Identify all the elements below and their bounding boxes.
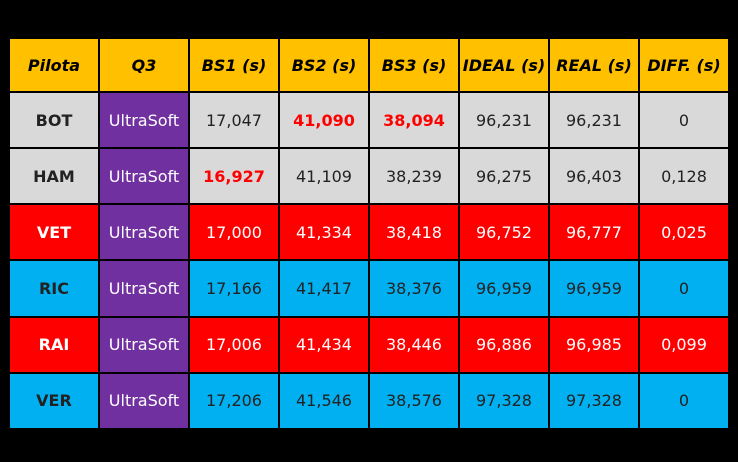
cell-driver: VET <box>10 205 98 260</box>
cell-driver: BOT <box>10 93 98 148</box>
cell-driver: RAI <box>10 317 98 372</box>
cell-bs1: 17,000 <box>190 205 278 260</box>
cell-bs2: 41,546 <box>280 373 368 428</box>
cell-tyre: UltraSoft <box>100 317 188 372</box>
header-pilota: Pilota <box>10 39 98 91</box>
cell-diff: 0 <box>640 373 728 428</box>
table-row: RAI UltraSoft 17,006 41,434 38,446 96,886 96,9… <box>10 317 728 372</box>
cell-diff: 0,128 <box>640 149 728 204</box>
header-row: Pilota Q3 BS1 (s) BS2 (s) BS3 (s) IDEAL … <box>10 39 728 91</box>
cell-tyre: UltraSoft <box>100 149 188 204</box>
qualifying-table: Pilota Q3 BS1 (s) BS2 (s) BS3 (s) IDEAL … <box>8 37 730 430</box>
cell-bs1: 17,166 <box>190 261 278 316</box>
header-q3: Q3 <box>100 39 188 91</box>
header-bs3: BS3 (s) <box>370 39 458 91</box>
header-diff: DIFF. (s) <box>640 39 728 91</box>
cell-driver: HAM <box>10 149 98 204</box>
cell-driver: VER <box>10 373 98 428</box>
cell-bs3: 38,376 <box>370 261 458 316</box>
cell-tyre: UltraSoft <box>100 261 188 316</box>
cell-bs3: 38,239 <box>370 149 458 204</box>
cell-real: 96,777 <box>550 205 638 260</box>
cell-ideal: 96,231 <box>460 93 548 148</box>
cell-ideal: 96,275 <box>460 149 548 204</box>
cell-driver: RIC <box>10 261 98 316</box>
cell-real: 96,985 <box>550 317 638 372</box>
header-bs1: BS1 (s) <box>190 39 278 91</box>
cell-real: 96,231 <box>550 93 638 148</box>
cell-bs3: 38,446 <box>370 317 458 372</box>
cell-bs1: 17,006 <box>190 317 278 372</box>
header-bs2: BS2 (s) <box>280 39 368 91</box>
header-real: REAL (s) <box>550 39 638 91</box>
cell-ideal: 97,328 <box>460 373 548 428</box>
cell-ideal: 96,959 <box>460 261 548 316</box>
cell-real: 97,328 <box>550 373 638 428</box>
cell-bs2: 41,434 <box>280 317 368 372</box>
cell-diff: 0 <box>640 261 728 316</box>
cell-real: 96,959 <box>550 261 638 316</box>
cell-bs1: 17,206 <box>190 373 278 428</box>
cell-bs3: 38,418 <box>370 205 458 260</box>
cell-diff: 0,099 <box>640 317 728 372</box>
cell-diff: 0,025 <box>640 205 728 260</box>
cell-bs2: 41,334 <box>280 205 368 260</box>
table-row: VER UltraSoft 17,206 41,546 38,576 97,328 97,3… <box>10 373 728 428</box>
header-ideal: IDEAL (s) <box>460 39 548 91</box>
table-row: RIC UltraSoft 17,166 41,417 38,376 96,959 96,9… <box>10 261 728 316</box>
cell-tyre: UltraSoft <box>100 373 188 428</box>
cell-ideal: 96,752 <box>460 205 548 260</box>
table-row: HAM UltraSoft 16,927 41,109 38,239 96,275 96,4… <box>10 149 728 204</box>
table-row: BOT UltraSoft 17,047 41,090 38,094 96,231 96,2… <box>10 93 728 148</box>
cell-ideal: 96,886 <box>460 317 548 372</box>
table-row: VET UltraSoft 17,000 41,334 38,418 96,752 96,7… <box>10 205 728 260</box>
cell-bs3: 38,576 <box>370 373 458 428</box>
cell-bs1: 16,927 <box>190 149 278 204</box>
cell-tyre: UltraSoft <box>100 205 188 260</box>
cell-bs1: 17,047 <box>190 93 278 148</box>
cell-tyre: UltraSoft <box>100 93 188 148</box>
cell-real: 96,403 <box>550 149 638 204</box>
cell-bs3: 38,094 <box>370 93 458 148</box>
cell-diff: 0 <box>640 93 728 148</box>
cell-bs2: 41,109 <box>280 149 368 204</box>
cell-bs2: 41,090 <box>280 93 368 148</box>
cell-bs2: 41,417 <box>280 261 368 316</box>
